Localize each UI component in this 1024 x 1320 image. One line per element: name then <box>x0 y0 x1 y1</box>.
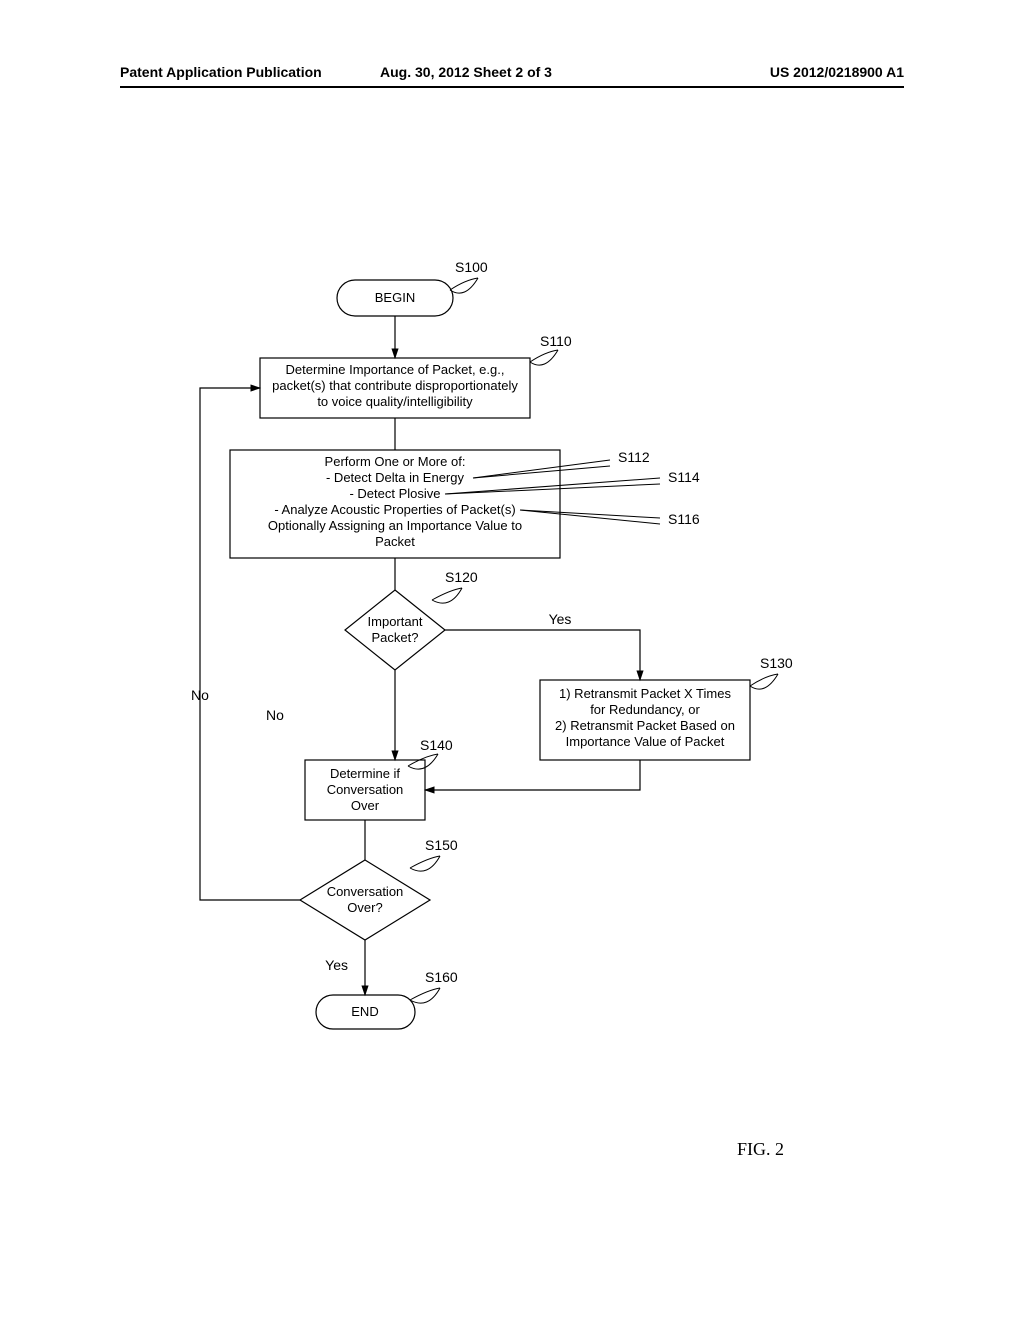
page-header: Patent Application Publication Aug. 30, … <box>120 86 904 112</box>
flowchart-svg: BEGIN S100 Determine Importance of Packe… <box>0 250 1024 1150</box>
step-s116: S116 <box>668 511 700 527</box>
step-s130: S130 <box>760 655 793 671</box>
node-end: END <box>316 995 415 1029</box>
s112-l0: Perform One or More of: <box>325 454 466 469</box>
s130-l1: for Redundancy, or <box>590 702 700 717</box>
s140-l1: Conversation <box>327 782 404 797</box>
node-begin: BEGIN <box>337 280 453 316</box>
step-s150: S150 <box>425 837 458 853</box>
s110-line0: Determine Importance of Packet, e.g., <box>286 362 505 377</box>
step-s112: S112 <box>618 449 650 465</box>
header-right-text: US 2012/0218900 A1 <box>770 64 904 80</box>
edge-no-s150: No <box>191 687 209 703</box>
end-label: END <box>351 1004 378 1019</box>
s120-l0: Important <box>368 614 423 629</box>
s150-l1: Over? <box>347 900 382 915</box>
node-s140: Determine if Conversation Over <box>305 760 425 820</box>
s150-l0: Conversation <box>327 884 404 899</box>
s112-l1: - Detect Delta in Energy <box>326 470 465 485</box>
step-s100: S100 <box>455 259 488 275</box>
s130-l0: 1) Retransmit Packet X Times <box>559 686 731 701</box>
step-s120: S120 <box>445 569 478 585</box>
s110-line2: to voice quality/intelligibility <box>317 394 473 409</box>
header-center-text: Aug. 30, 2012 Sheet 2 of 3 <box>380 64 552 80</box>
edge-yes-s150: Yes <box>325 957 348 973</box>
figure-caption: FIG. 2 <box>737 1139 784 1160</box>
s140-l2: Over <box>351 798 380 813</box>
s112-l4: Optionally Assigning an Importance Value… <box>268 518 522 533</box>
step-s110: S110 <box>540 333 572 349</box>
s140-l0: Determine if <box>330 766 400 781</box>
step-s114: S114 <box>668 469 700 485</box>
node-s120: Important Packet? <box>345 590 445 670</box>
s112-l3: - Analyze Acoustic Properties of Packet(… <box>274 502 515 517</box>
s112-l5: Packet <box>375 534 415 549</box>
step-s160: S160 <box>425 969 458 985</box>
s112-l2: - Detect Plosive <box>349 486 440 501</box>
begin-label: BEGIN <box>375 290 415 305</box>
header-left-text: Patent Application Publication <box>120 64 322 80</box>
s130-l2: 2) Retransmit Packet Based on <box>555 718 735 733</box>
node-s130: 1) Retransmit Packet X Times for Redunda… <box>540 680 750 760</box>
s110-line1: packet(s) that contribute disproportiona… <box>272 378 518 393</box>
edge-yes-s120: Yes <box>549 611 572 627</box>
step-s140: S140 <box>420 737 453 753</box>
node-s112-block: Perform One or More of: - Detect Delta i… <box>230 450 560 558</box>
node-s150: Conversation Over? <box>300 860 430 940</box>
s130-l3: Importance Value of Packet <box>566 734 725 749</box>
node-s110: Determine Importance of Packet, e.g., pa… <box>260 358 530 418</box>
edge-no-s120: No <box>266 707 284 723</box>
s120-l1: Packet? <box>372 630 419 645</box>
